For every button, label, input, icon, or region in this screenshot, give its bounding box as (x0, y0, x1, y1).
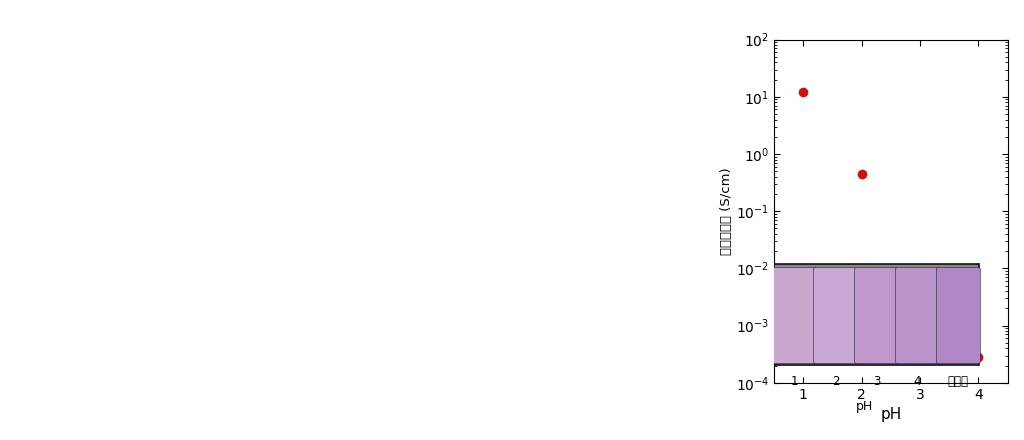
Y-axis label: 電気伝導度 (S/cm): 電気伝導度 (S/cm) (720, 167, 733, 255)
Text: 1: 1 (791, 374, 799, 388)
FancyBboxPatch shape (855, 268, 898, 363)
Text: 2: 2 (831, 374, 840, 388)
Bar (774, 264, 979, 365)
FancyBboxPatch shape (773, 268, 816, 363)
Point (971, 354, 987, 361)
Text: 3: 3 (872, 374, 881, 388)
Point (854, 170, 870, 177)
Text: pH: pH (856, 400, 872, 414)
X-axis label: pH: pH (881, 407, 901, 422)
Point (912, 278, 929, 285)
Text: 未処理: 未処理 (948, 374, 969, 388)
Text: 4: 4 (913, 374, 922, 388)
FancyBboxPatch shape (814, 268, 857, 363)
FancyBboxPatch shape (937, 268, 980, 363)
FancyBboxPatch shape (896, 268, 939, 363)
